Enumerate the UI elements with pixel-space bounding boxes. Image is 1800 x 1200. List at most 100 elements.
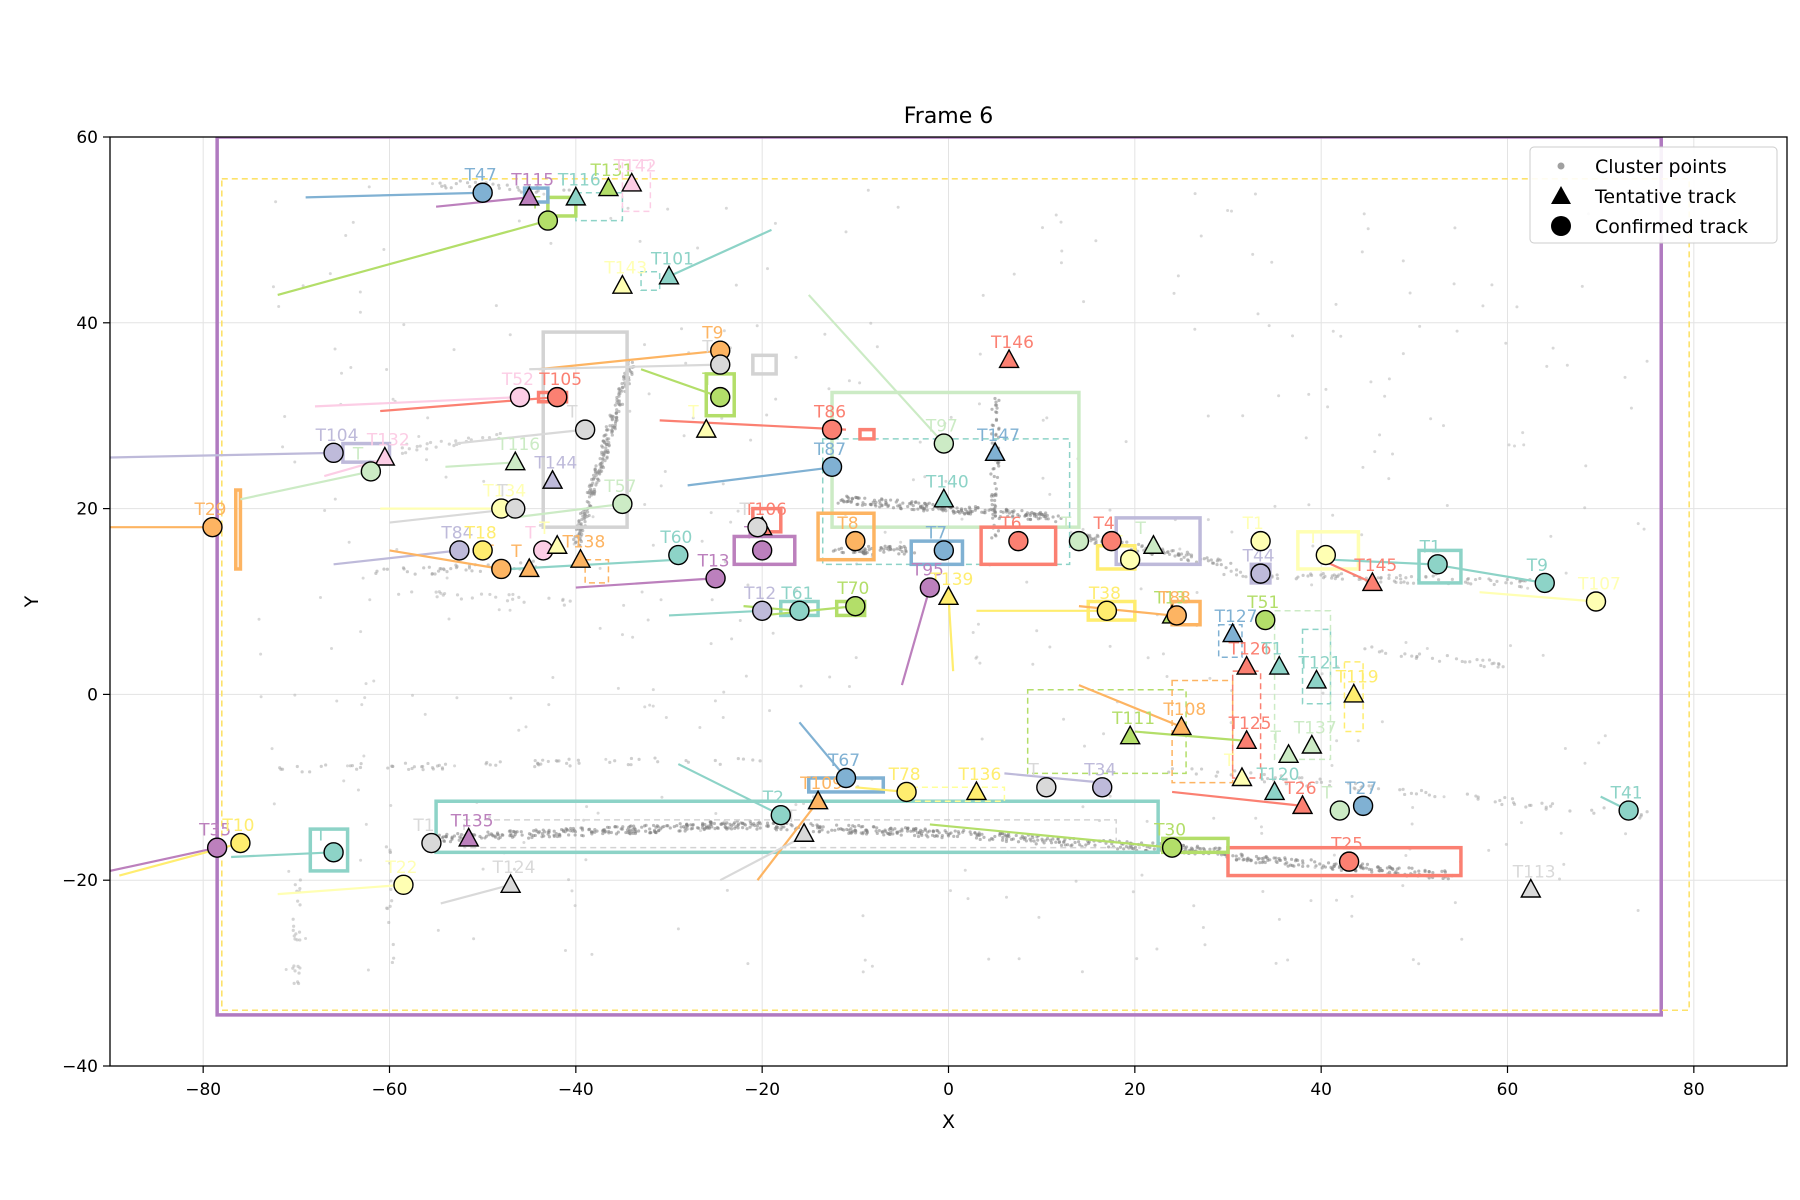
cluster-point [1249, 859, 1253, 863]
confirmed-track-marker [1092, 777, 1113, 798]
cluster-point [861, 824, 865, 829]
track-label: T [538, 519, 550, 539]
track-box [1273, 610, 1332, 761]
cluster-point [392, 956, 396, 960]
cluster-point [755, 324, 759, 328]
cluster-point [1453, 901, 1457, 905]
cluster-point [722, 690, 726, 694]
cluster-point [853, 550, 857, 554]
cluster-point [1004, 839, 1009, 844]
cluster-point [433, 572, 437, 576]
confirmed-track-marker [1329, 800, 1351, 821]
cluster-point [1073, 840, 1077, 845]
cluster-point [301, 284, 305, 288]
cluster-point [1234, 573, 1239, 577]
cluster-point [847, 823, 851, 827]
cluster-point [1642, 527, 1646, 531]
cluster-point [359, 630, 363, 634]
velocity-lines [110, 191, 1630, 905]
velocity-line [798, 721, 847, 779]
cluster-point [709, 642, 713, 646]
cluster-point [601, 456, 605, 461]
confirmed-track-marker [323, 442, 344, 464]
cluster-point [390, 960, 394, 965]
cluster-point [1256, 312, 1260, 316]
cluster-point [1031, 662, 1035, 666]
cluster-point [1321, 864, 1326, 868]
cluster-point [875, 345, 879, 349]
cluster-point [1199, 234, 1203, 238]
cluster-point [630, 360, 634, 364]
cluster-point [1498, 798, 1502, 803]
cluster-point [1321, 571, 1325, 576]
cluster-point [617, 387, 622, 391]
cluster-point [1558, 877, 1562, 881]
cluster-point [465, 181, 470, 185]
cluster-point [298, 938, 302, 942]
velocity-line [668, 228, 772, 278]
cluster-point [1424, 574, 1428, 579]
cluster-point [1273, 776, 1277, 780]
track-label: T [1270, 728, 1282, 748]
cluster-point [836, 827, 841, 831]
track-label: T86 [813, 403, 846, 423]
cluster-point [1320, 672, 1324, 676]
confirmed-track-marker [668, 544, 689, 566]
cluster-point [1260, 860, 1265, 865]
cluster-point [437, 590, 441, 594]
cluster-point [547, 703, 551, 707]
cluster-point [517, 188, 521, 192]
cluster-point [1384, 651, 1388, 655]
cluster-point [931, 829, 936, 833]
cluster-point [447, 617, 451, 621]
cluster-point [724, 826, 728, 830]
cluster-point [974, 836, 979, 840]
cluster-point [444, 186, 448, 190]
track-box [1217, 623, 1243, 658]
cluster-point [293, 460, 297, 464]
roi-boundary-solid [215, 137, 1663, 1017]
cluster-point [1059, 220, 1063, 224]
cluster-point [736, 509, 740, 513]
cluster-point [441, 835, 445, 839]
cluster-point [389, 803, 393, 807]
track-labels: T47T115T116T131T142TT101T143T146T9TTT52T… [193, 156, 1642, 882]
cluster-point [795, 588, 799, 592]
cluster-point [449, 567, 453, 571]
cluster-point [1413, 870, 1417, 874]
tentative-track-marker [998, 348, 1020, 369]
cluster-point [821, 825, 825, 829]
track-label: T [1060, 514, 1072, 534]
confirmed-track-marker [393, 874, 414, 896]
cluster-point [440, 184, 444, 188]
tentative-track-marker [541, 469, 564, 489]
cluster-point [1487, 848, 1491, 852]
cluster-point [1094, 239, 1098, 243]
cluster-point [1301, 864, 1305, 869]
cluster-point [277, 304, 281, 308]
cluster-point [1513, 444, 1517, 448]
cluster-point [567, 833, 571, 837]
cluster-point [990, 432, 994, 436]
cluster-point [488, 763, 492, 767]
cluster-point [836, 501, 840, 505]
cluster-point [622, 603, 626, 607]
track-label: T1 [1242, 514, 1264, 534]
track-label: T143 [603, 259, 647, 279]
cluster-point [274, 200, 278, 204]
cluster-point [1268, 858, 1272, 862]
cluster-point [847, 496, 851, 500]
cluster-point [1283, 856, 1287, 860]
cluster-point [507, 593, 511, 597]
cluster-point [498, 760, 502, 764]
cluster-point [1387, 477, 1391, 481]
cluster-point [386, 766, 390, 770]
cluster-point [382, 567, 386, 571]
cluster-point [1273, 504, 1277, 508]
cluster-point [809, 822, 813, 826]
cluster-point [1564, 571, 1568, 575]
cluster-point [990, 498, 994, 502]
cluster-point [1187, 552, 1191, 556]
cluster-point [869, 321, 873, 325]
cluster-point [438, 181, 442, 185]
